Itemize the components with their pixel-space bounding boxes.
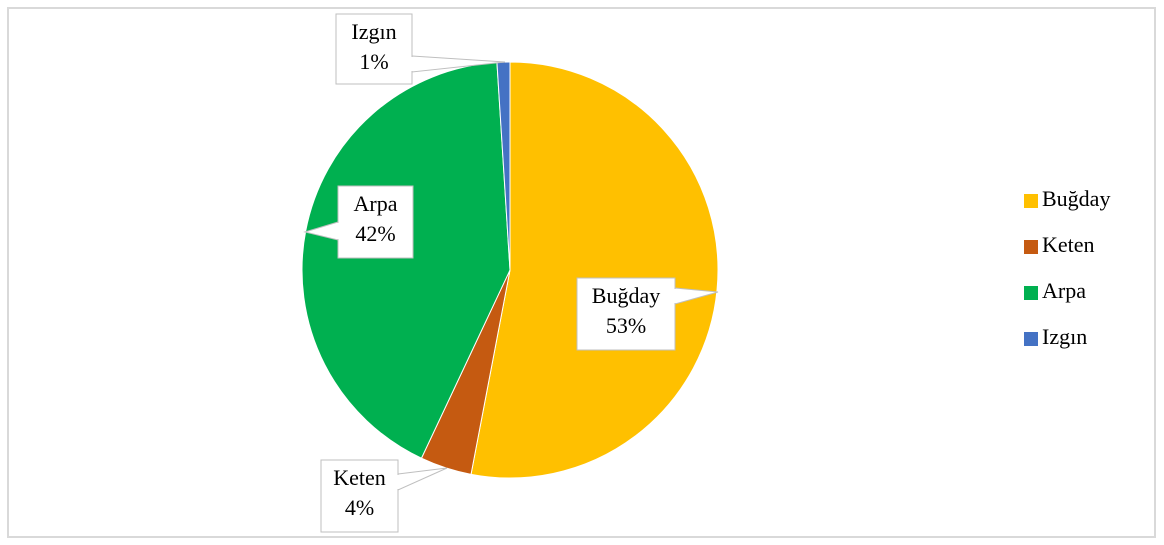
data-label-name: Keten [333,465,386,490]
pie-slice [301,61,511,459]
data-label-value: 1% [359,49,388,74]
data-label-value: 42% [355,221,395,246]
callout [576,277,676,351]
legend-label: Arpa [1042,278,1086,303]
legend-swatch [1024,286,1038,300]
legend-label: Buğday [1042,186,1110,211]
data-label-name: Arpa [354,191,398,216]
data-label-value: 4% [345,495,374,520]
legend-swatch [1024,240,1038,254]
data-label-name: Buğday [592,283,660,308]
callout [335,13,413,85]
callout [320,459,399,533]
legend-label: Izgın [1042,324,1087,349]
legend-swatch [1024,332,1038,346]
legend-swatch [1024,194,1038,208]
data-label-value: 53% [606,313,646,338]
data-label-name: Izgın [351,19,396,44]
pie-slice [470,61,719,479]
legend-label: Keten [1042,232,1095,257]
